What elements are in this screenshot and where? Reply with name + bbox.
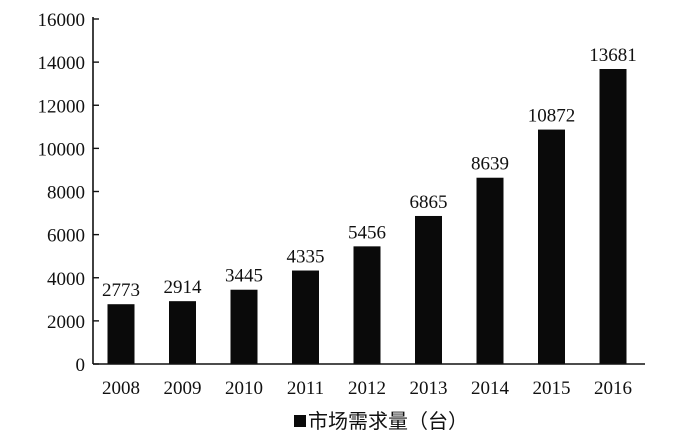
y-tick-label: 2000	[47, 312, 85, 333]
bar	[107, 304, 135, 364]
legend: 市场需求量（台）	[294, 409, 468, 433]
x-tick-label: 2008	[102, 378, 140, 399]
x-tick-label: 2015	[533, 378, 571, 399]
bar-value-label: 2914	[164, 277, 203, 298]
bar	[169, 301, 196, 364]
bar	[292, 270, 319, 364]
x-tick-label: 2010	[225, 378, 263, 399]
y-tick-label: 12000	[38, 96, 86, 117]
bar-value-label: 4335	[287, 247, 325, 268]
bar-value-label: 5456	[348, 222, 386, 243]
bar	[476, 177, 504, 364]
bar-value-label: 8639	[471, 154, 509, 175]
bar	[538, 129, 565, 364]
x-tick-label: 2011	[287, 378, 324, 399]
y-tick-label: 6000	[47, 226, 85, 247]
x-tick-label: 2013	[410, 378, 448, 399]
bar-value-label: 2773	[102, 280, 140, 301]
legend-swatch	[294, 415, 306, 427]
y-tick-label: 0	[76, 355, 86, 376]
x-axis: 2008 2009 2010 2011 2012 2013 2014 2015 2016	[93, 363, 645, 399]
x-tick-label: 2012	[348, 378, 386, 399]
y-tick-label: 10000	[38, 139, 86, 160]
y-tick-label: 8000	[47, 183, 85, 204]
bar-value-label: 13681	[589, 45, 637, 66]
x-tick-label: 2009	[164, 378, 202, 399]
bar-value-label: 10872	[528, 106, 576, 127]
bar-value-label: 3445	[225, 266, 263, 287]
data-labels: 2773 2914 3445 4335 5456 6865 8639 10872 13681	[102, 45, 637, 301]
bar-value-label: 6865	[410, 192, 448, 213]
bar	[353, 246, 381, 364]
legend-label: 市场需求量（台）	[308, 409, 468, 433]
bar	[599, 69, 627, 364]
bar	[415, 215, 442, 364]
x-tick-label: 2014	[471, 378, 510, 399]
y-tick-label: 14000	[38, 53, 86, 74]
bar	[230, 289, 258, 364]
x-tick-label: 2016	[594, 378, 632, 399]
y-tick-label: 16000	[38, 10, 86, 31]
bars	[107, 69, 627, 364]
y-tick-label: 4000	[47, 269, 85, 290]
y-axis: 0 2000 4000 6000 8000 10000 12000 14000 16000	[38, 10, 99, 376]
